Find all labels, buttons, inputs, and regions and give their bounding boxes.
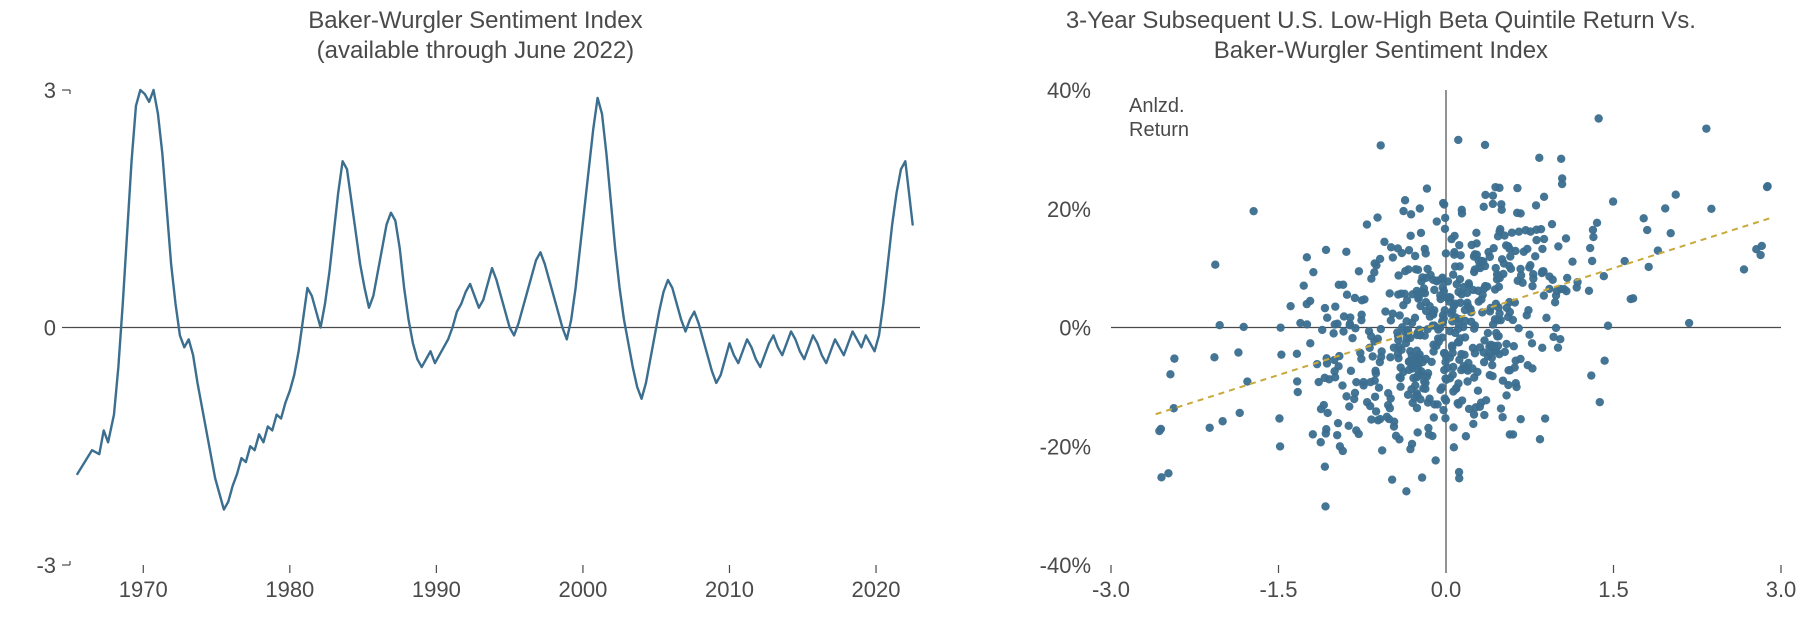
svg-text:-3.0: -3.0 bbox=[1092, 577, 1130, 602]
svg-text:-3: -3 bbox=[36, 553, 56, 578]
svg-text:1970: 1970 bbox=[119, 577, 168, 602]
svg-text:1980: 1980 bbox=[265, 577, 314, 602]
svg-text:2010: 2010 bbox=[705, 577, 754, 602]
left-chart-title: Baker-Wurgler Sentiment Index (available… bbox=[308, 6, 642, 66]
svg-text:2000: 2000 bbox=[558, 577, 607, 602]
svg-text:3.0: 3.0 bbox=[1765, 577, 1796, 602]
svg-text:40%: 40% bbox=[1047, 78, 1091, 103]
svg-text:0%: 0% bbox=[1059, 316, 1091, 341]
right-title-line1: 3-Year Subsequent U.S. Low-High Beta Qui… bbox=[1066, 7, 1696, 34]
svg-text:2020: 2020 bbox=[852, 577, 901, 602]
svg-text:Anlzd.: Anlzd. bbox=[1129, 95, 1185, 117]
svg-text:1.5: 1.5 bbox=[1598, 577, 1629, 602]
chart-pair-container: Baker-Wurgler Sentiment Index (available… bbox=[0, 0, 1811, 633]
right-panel: 3-Year Subsequent U.S. Low-High Beta Qui… bbox=[951, 0, 1811, 633]
svg-text:-40%: -40% bbox=[1039, 553, 1090, 578]
right-chart-area: -40% -20% 0% 20% 40% -3.0 -1.5 0.0 1.5 3.0 Anlzd.R… bbox=[951, 70, 1811, 633]
left-chart-area: -3 0 3 1970 1980 1990 2000 2010 2020 bbox=[0, 70, 951, 633]
left-title-line1: Baker-Wurgler Sentiment Index bbox=[308, 7, 642, 34]
line-chart: -3 0 3 1970 1980 1990 2000 2010 2020 bbox=[0, 70, 940, 620]
left-title-line2: (available through June 2022) bbox=[317, 37, 635, 64]
right-chart-title: 3-Year Subsequent U.S. Low-High Beta Qui… bbox=[1066, 6, 1696, 66]
scatter-chart: -40% -20% 0% 20% 40% -3.0 -1.5 0.0 1.5 3.0 Anlzd.R… bbox=[951, 70, 1811, 620]
svg-text:Return: Return bbox=[1129, 119, 1189, 141]
svg-text:-1.5: -1.5 bbox=[1259, 577, 1297, 602]
svg-text:3: 3 bbox=[44, 78, 56, 103]
svg-text:0.0: 0.0 bbox=[1430, 577, 1461, 602]
left-panel: Baker-Wurgler Sentiment Index (available… bbox=[0, 0, 951, 633]
right-title-line2: Baker-Wurgler Sentiment Index bbox=[1214, 37, 1548, 64]
svg-text:-20%: -20% bbox=[1039, 434, 1090, 459]
svg-text:1990: 1990 bbox=[412, 577, 461, 602]
svg-text:0: 0 bbox=[44, 316, 56, 341]
svg-text:20%: 20% bbox=[1047, 197, 1091, 222]
